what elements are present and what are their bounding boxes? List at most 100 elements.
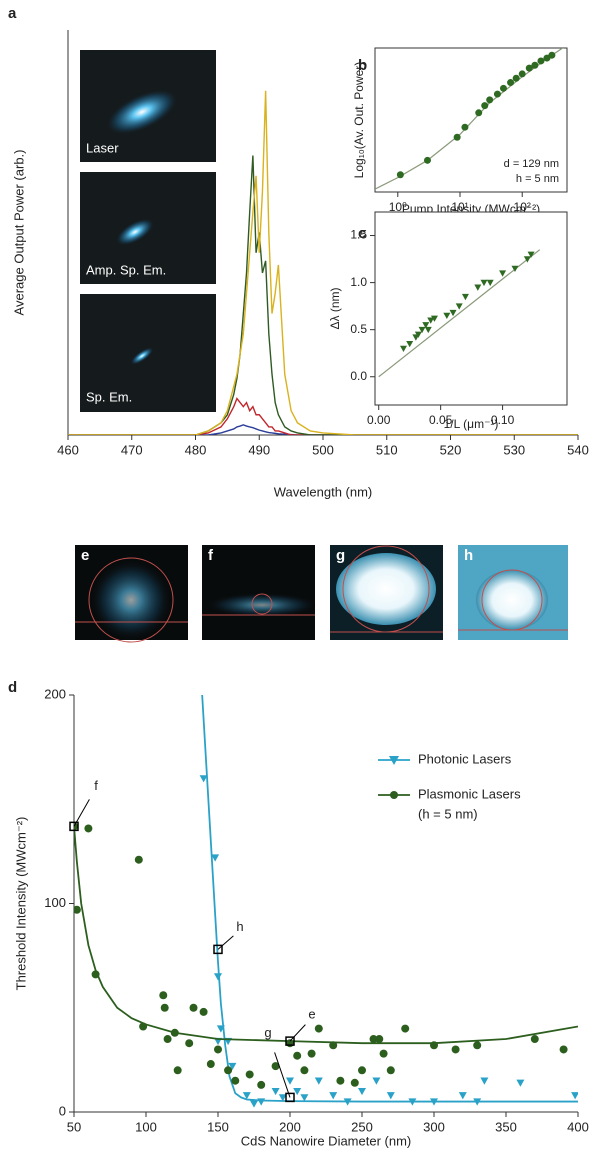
point — [369, 1035, 378, 1044]
y-tick-label: 1.5 — [350, 228, 367, 242]
point — [525, 64, 533, 72]
x-tick-label: 400 — [567, 1119, 589, 1134]
point — [424, 326, 432, 334]
field-image — [202, 545, 315, 640]
point — [523, 256, 531, 263]
plot — [68, 90, 578, 435]
point — [300, 1066, 309, 1075]
panel-label: d — [8, 679, 17, 696]
panel-label: f — [208, 547, 214, 564]
point — [173, 1066, 182, 1075]
y-tick-label: 0.0 — [350, 369, 367, 383]
point — [206, 1060, 215, 1069]
point — [199, 1007, 208, 1016]
field — [91, 560, 171, 640]
point — [228, 1062, 237, 1071]
point — [242, 1092, 251, 1100]
field — [207, 593, 317, 617]
point — [379, 1049, 388, 1058]
y-axis-label: Average Output Power (arb.) — [11, 150, 26, 316]
plot-frame — [374, 211, 568, 406]
glow — [130, 346, 154, 366]
callout-label: e — [308, 1007, 315, 1022]
point — [530, 1035, 539, 1044]
x-tick-label: 520 — [440, 442, 462, 457]
x-tick-label: 10⁰ — [389, 200, 407, 214]
callout-line — [289, 1024, 306, 1042]
x-tick-label: 50 — [67, 1119, 81, 1134]
annotation: h = 5 nm — [516, 173, 559, 185]
x-tick-label: 540 — [567, 442, 589, 457]
panel-label: c — [358, 225, 366, 242]
point — [343, 1098, 352, 1106]
legend-marker — [389, 756, 399, 765]
point — [214, 973, 222, 981]
panel-label: a — [8, 5, 17, 22]
x-axis-label: 1/L (μm⁻¹) — [444, 417, 499, 431]
point — [527, 251, 535, 258]
point — [473, 1041, 482, 1050]
point — [211, 854, 220, 862]
panel-label: b — [358, 57, 367, 74]
point — [293, 1087, 302, 1096]
point — [185, 1039, 194, 1048]
plot-frame — [374, 47, 568, 193]
y-axis-label: Log₁₀(Av. Out. Power) — [352, 62, 366, 179]
panel-label: e — [81, 547, 89, 564]
point — [512, 74, 520, 82]
point — [486, 279, 494, 287]
point — [449, 309, 457, 317]
point — [480, 279, 488, 287]
point — [518, 70, 526, 78]
point — [486, 96, 494, 104]
x-tick-label: 0.00 — [367, 413, 391, 427]
point — [214, 1045, 222, 1054]
wire-outline — [251, 593, 273, 615]
spectrum-line — [68, 90, 578, 435]
point — [314, 1077, 323, 1085]
x-tick-label: 0.05 — [429, 413, 453, 427]
point — [300, 1094, 309, 1102]
point — [531, 61, 539, 69]
point — [414, 331, 422, 338]
point — [422, 322, 430, 329]
callout-marker — [69, 821, 79, 832]
point — [84, 824, 93, 833]
plot — [375, 48, 564, 190]
y-tick-label: 1.0 — [350, 275, 367, 289]
point — [430, 315, 438, 322]
point — [386, 1092, 395, 1100]
point — [511, 265, 519, 272]
legend-label: Plasmonic Lasers — [418, 786, 521, 801]
point — [481, 102, 489, 110]
point — [293, 1051, 302, 1060]
y-axis-label: Δλ (nm) — [328, 287, 342, 329]
point — [396, 171, 404, 179]
point — [336, 1076, 345, 1085]
x-tick-label: 510 — [376, 442, 398, 457]
point — [473, 1098, 482, 1106]
point — [257, 1080, 266, 1089]
point — [475, 109, 483, 117]
point — [430, 1041, 438, 1050]
point — [286, 1077, 294, 1085]
legend-marker — [390, 791, 398, 799]
point — [372, 1077, 381, 1085]
photo-label: Laser — [86, 140, 119, 155]
point — [401, 1024, 410, 1033]
point — [443, 312, 451, 320]
point — [458, 1092, 467, 1100]
field-images: e f g h — [75, 545, 568, 643]
x-tick-label: 300 — [423, 1119, 445, 1134]
point — [271, 1087, 280, 1096]
point — [91, 970, 100, 979]
point — [430, 1098, 438, 1106]
point — [189, 1003, 198, 1012]
point — [358, 1087, 366, 1096]
point — [493, 90, 501, 98]
point — [474, 284, 482, 291]
point — [163, 1035, 172, 1044]
point — [480, 1077, 489, 1085]
point — [423, 156, 431, 164]
point — [559, 1045, 568, 1054]
